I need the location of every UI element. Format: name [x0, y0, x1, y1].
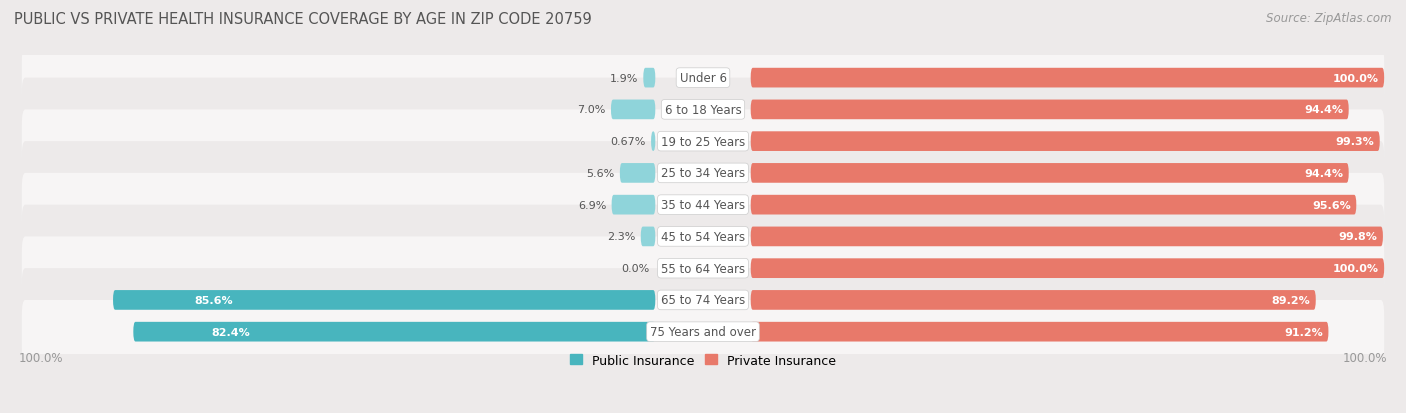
FancyBboxPatch shape — [22, 173, 1384, 237]
Text: 89.2%: 89.2% — [1271, 295, 1310, 305]
Text: 19 to 25 Years: 19 to 25 Years — [661, 135, 745, 148]
Text: 82.4%: 82.4% — [212, 327, 250, 337]
Text: Under 6: Under 6 — [679, 72, 727, 85]
Text: 35 to 44 Years: 35 to 44 Years — [661, 199, 745, 211]
FancyBboxPatch shape — [751, 290, 1316, 310]
FancyBboxPatch shape — [751, 322, 1329, 342]
FancyBboxPatch shape — [22, 268, 1384, 332]
Text: 65 to 74 Years: 65 to 74 Years — [661, 294, 745, 307]
Text: 100.0%: 100.0% — [1343, 351, 1388, 365]
Text: 85.6%: 85.6% — [194, 295, 233, 305]
Legend: Public Insurance, Private Insurance: Public Insurance, Private Insurance — [565, 349, 841, 372]
FancyBboxPatch shape — [620, 164, 655, 183]
Text: 91.2%: 91.2% — [1284, 327, 1323, 337]
FancyBboxPatch shape — [751, 227, 1384, 247]
FancyBboxPatch shape — [641, 227, 655, 247]
Text: 6.9%: 6.9% — [578, 200, 606, 210]
FancyBboxPatch shape — [22, 300, 1384, 363]
Text: PUBLIC VS PRIVATE HEALTH INSURANCE COVERAGE BY AGE IN ZIP CODE 20759: PUBLIC VS PRIVATE HEALTH INSURANCE COVER… — [14, 12, 592, 27]
Text: 99.3%: 99.3% — [1336, 137, 1374, 147]
Text: 100.0%: 100.0% — [18, 351, 63, 365]
Text: 55 to 64 Years: 55 to 64 Years — [661, 262, 745, 275]
FancyBboxPatch shape — [751, 100, 1348, 120]
Text: 45 to 54 Years: 45 to 54 Years — [661, 230, 745, 243]
Text: 0.67%: 0.67% — [610, 137, 645, 147]
FancyBboxPatch shape — [22, 47, 1384, 110]
FancyBboxPatch shape — [22, 205, 1384, 268]
Text: 100.0%: 100.0% — [1333, 263, 1379, 273]
FancyBboxPatch shape — [651, 132, 655, 152]
Text: 94.4%: 94.4% — [1305, 169, 1343, 178]
FancyBboxPatch shape — [22, 142, 1384, 205]
Text: 25 to 34 Years: 25 to 34 Years — [661, 167, 745, 180]
FancyBboxPatch shape — [612, 195, 655, 215]
Text: Source: ZipAtlas.com: Source: ZipAtlas.com — [1267, 12, 1392, 25]
Text: 2.3%: 2.3% — [607, 232, 636, 242]
Text: 1.9%: 1.9% — [609, 74, 638, 83]
FancyBboxPatch shape — [22, 78, 1384, 142]
Text: 94.4%: 94.4% — [1305, 105, 1343, 115]
FancyBboxPatch shape — [751, 132, 1379, 152]
FancyBboxPatch shape — [751, 259, 1384, 278]
FancyBboxPatch shape — [612, 100, 655, 120]
FancyBboxPatch shape — [751, 195, 1357, 215]
Text: 0.0%: 0.0% — [621, 263, 650, 273]
FancyBboxPatch shape — [644, 69, 655, 88]
Text: 99.8%: 99.8% — [1339, 232, 1378, 242]
Text: 100.0%: 100.0% — [1333, 74, 1379, 83]
FancyBboxPatch shape — [22, 237, 1384, 300]
Text: 6 to 18 Years: 6 to 18 Years — [665, 104, 741, 116]
Text: 7.0%: 7.0% — [576, 105, 606, 115]
Text: 95.6%: 95.6% — [1312, 200, 1351, 210]
FancyBboxPatch shape — [112, 290, 655, 310]
Text: 5.6%: 5.6% — [586, 169, 614, 178]
FancyBboxPatch shape — [751, 164, 1348, 183]
FancyBboxPatch shape — [134, 322, 655, 342]
Text: 75 Years and over: 75 Years and over — [650, 325, 756, 338]
FancyBboxPatch shape — [22, 110, 1384, 173]
FancyBboxPatch shape — [751, 69, 1384, 88]
